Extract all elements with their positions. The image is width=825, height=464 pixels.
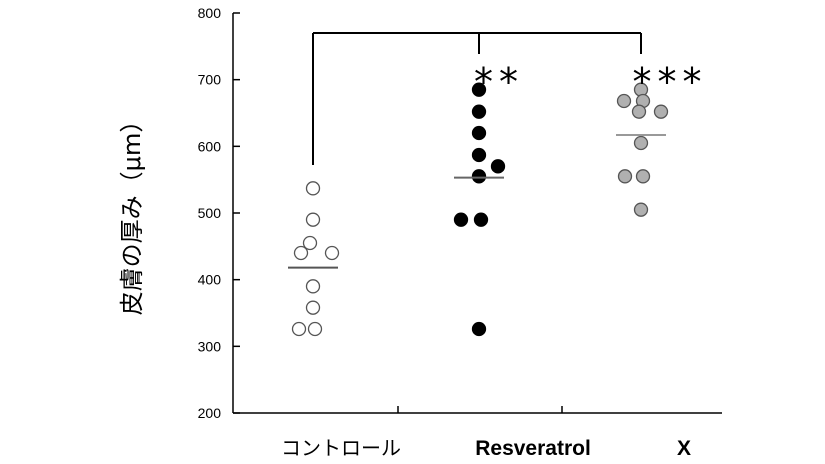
y-tick-label: 800	[198, 5, 222, 21]
data-point	[617, 169, 633, 184]
data-point	[653, 104, 669, 119]
y-axis-label: 皮膚の厚み（μm）	[118, 109, 146, 316]
data-point	[305, 279, 321, 294]
category-labels: コントロール Resveratrol X	[281, 436, 691, 460]
data-point	[471, 147, 487, 163]
y-tick-label: 700	[198, 72, 222, 88]
data-point	[635, 169, 651, 184]
data-point	[631, 104, 647, 119]
significance-mark: ***	[633, 60, 708, 104]
data-point	[633, 202, 649, 217]
y-tick-label: 600	[198, 138, 222, 154]
data-point	[633, 135, 649, 151]
data-points	[291, 82, 669, 337]
data-point	[293, 245, 309, 261]
category-label: Resveratrol	[475, 437, 591, 460]
data-point	[324, 245, 340, 261]
data-point	[471, 104, 487, 119]
y-tick-label: 200	[198, 405, 222, 421]
data-point	[616, 93, 632, 109]
data-point	[490, 159, 506, 174]
category-label: X	[677, 437, 691, 460]
category-label: コントロール	[281, 436, 401, 460]
data-point	[453, 212, 469, 227]
y-tick-label: 500	[198, 205, 222, 221]
y-tick-label: 300	[198, 338, 222, 354]
data-point	[302, 235, 318, 251]
data-point	[471, 169, 487, 184]
data-point	[471, 321, 487, 337]
data-point	[473, 212, 489, 227]
data-point	[305, 212, 321, 227]
data-point	[307, 321, 323, 337]
mean-lines	[288, 134, 666, 269]
significance-mark: **	[474, 60, 524, 104]
data-point	[291, 321, 307, 337]
y-tick-label: 400	[198, 272, 222, 288]
data-point	[305, 300, 321, 315]
significance-marks: ** ***	[474, 60, 708, 104]
data-point	[305, 181, 321, 196]
axes: 200 300 400 500 600 700 800	[198, 5, 722, 421]
comparison-bracket	[312, 32, 642, 165]
data-point	[471, 82, 487, 97]
data-point	[471, 125, 487, 141]
